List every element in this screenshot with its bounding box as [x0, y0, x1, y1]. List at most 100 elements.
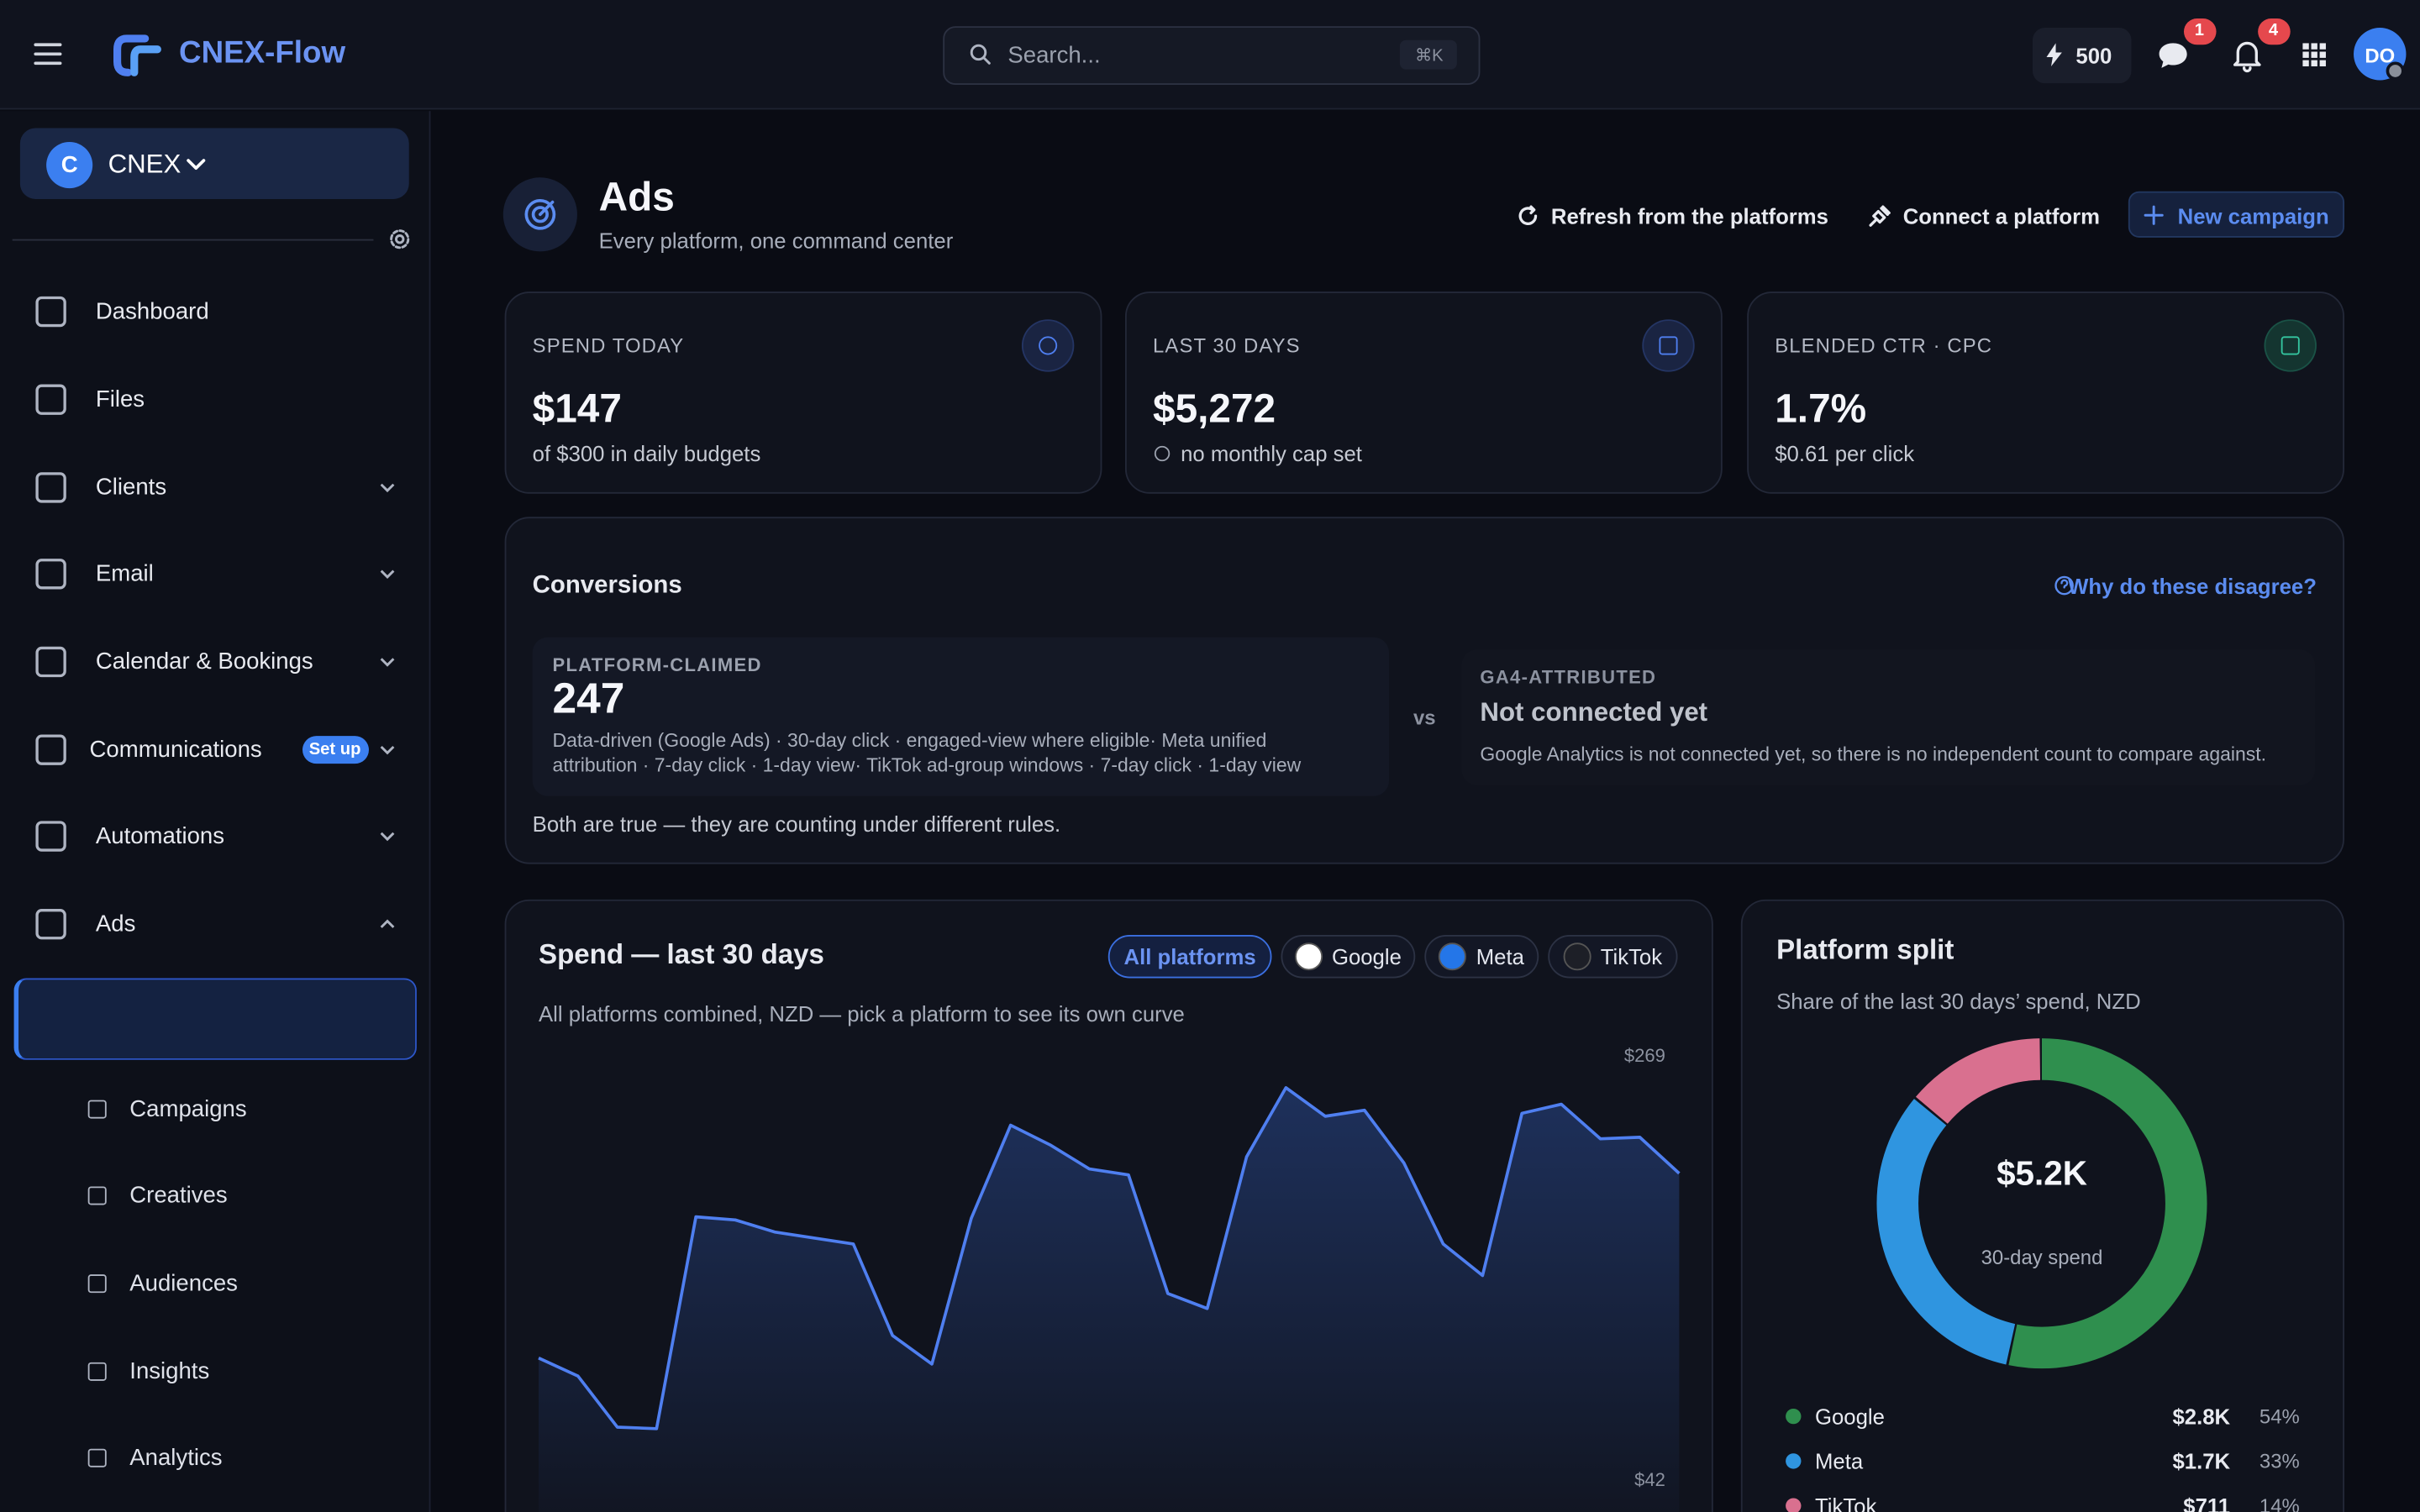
chevron[interactable]	[380, 657, 395, 667]
nav-item[interactable]: Files	[95, 386, 145, 413]
nav-item[interactable]: Clients	[95, 474, 167, 501]
nav-icon-shape	[35, 384, 66, 415]
nav-icon	[35, 821, 66, 852]
nav-icon-shape	[35, 734, 66, 765]
search-box[interactable]	[943, 26, 1481, 86]
ga4-box	[1461, 649, 2316, 785]
filter-chip[interactable]: TikTok	[1548, 935, 1678, 979]
apps-icon[interactable]	[2302, 43, 2326, 66]
chevron-path	[380, 832, 395, 842]
subnav-icon	[87, 1186, 107, 1205]
nav-icon-shape	[35, 472, 66, 503]
nav-item[interactable]: Dashboard	[95, 298, 209, 325]
stat-label: LAST 30 DAYS	[1153, 333, 1301, 358]
nav-icon-shape	[35, 909, 66, 940]
stat-icon	[1642, 319, 1695, 372]
conversions-title: Conversions	[532, 572, 682, 599]
stat-label: SPEND TODAY	[532, 333, 685, 358]
stat-label: BLENDED CTR · CPC	[1775, 333, 1993, 358]
conversions-panel	[504, 517, 2345, 864]
filter-chip[interactable]: Meta	[1424, 935, 1539, 979]
chevron[interactable]	[380, 483, 395, 493]
chevron-path	[380, 745, 395, 755]
chevron[interactable]	[380, 570, 395, 580]
chevron-path	[380, 919, 395, 928]
line	[538, 1086, 1681, 1431]
conversions-footer: Both are true — they are counting under …	[532, 811, 1061, 837]
chevron[interactable]	[380, 745, 395, 755]
legend-share: 14%	[2259, 1494, 2300, 1512]
messages-badge: 1	[2194, 21, 2204, 40]
stat-value: 1.7%	[1775, 385, 1867, 432]
claimed-label: PLATFORM-CLAIMED	[552, 654, 762, 676]
filter-chip[interactable]: Google	[1281, 935, 1416, 979]
chevron-path	[380, 658, 395, 667]
legend-dot	[1786, 1498, 1802, 1512]
menu-icon[interactable]	[34, 43, 62, 66]
subnav-icon	[87, 1100, 107, 1119]
nav-item[interactable]: Communications	[89, 737, 262, 764]
legend-dot	[1786, 1408, 1802, 1425]
subnav-item[interactable]: Insights	[129, 1358, 210, 1385]
brand-logo[interactable]	[113, 34, 164, 76]
nav-item[interactable]: Calendar & Bookings	[95, 648, 313, 675]
legend-dot	[1786, 1453, 1802, 1469]
legend-amount: $2.8K	[2172, 1404, 2231, 1429]
filter-label: Google	[1331, 944, 1402, 969]
ga4-label: GA4-ATTRIBUTED	[1480, 666, 1657, 689]
connect-button[interactable]: Connect a platform	[1902, 203, 2101, 228]
nav-item[interactable]: Automations	[95, 822, 225, 850]
shortcut-key	[1399, 39, 1457, 70]
subnav-item[interactable]: Campaigns	[129, 1096, 247, 1123]
legend-name: TikTok	[1815, 1493, 1877, 1512]
settings-icon[interactable]	[389, 228, 411, 250]
subnav-item[interactable]: Creatives	[129, 1182, 228, 1210]
workspace-name: CNEX	[108, 150, 182, 180]
workspace-avatar	[46, 141, 93, 189]
subnav-item[interactable]: Audiences	[129, 1270, 238, 1297]
y-tick-label: $269	[1624, 1045, 1665, 1066]
search-icon	[970, 44, 991, 65]
spend-chart: $269 $42	[538, 1045, 1681, 1512]
info-icon	[1154, 445, 1171, 462]
stat-icon-glyph	[1039, 336, 1058, 355]
nav-item[interactable]: Email	[95, 560, 154, 587]
nav-icon	[35, 472, 66, 503]
help-link[interactable]: Why do these disagree?	[2068, 574, 2317, 599]
nav-item[interactable]: Ads	[95, 911, 136, 937]
page-subtitle: Every platform, one command center	[598, 228, 954, 254]
subnav-icon	[87, 1448, 107, 1467]
stat-note: no monthly cap set	[1181, 441, 1362, 466]
claimed-box	[532, 637, 1390, 796]
filter-chip[interactable]: All platforms	[1107, 935, 1272, 979]
nav-icon-shape	[35, 646, 66, 678]
nav-icon	[35, 296, 66, 328]
chevron[interactable]	[380, 832, 395, 842]
brand-name[interactable]: CNEX-Flow	[179, 36, 346, 71]
platform-dot	[1294, 942, 1323, 971]
stat-value: $147	[532, 385, 622, 432]
nav-icon	[35, 646, 66, 678]
subnav-item[interactable]: Analytics	[129, 1445, 223, 1472]
divider	[12, 239, 374, 241]
new-campaign-button[interactable]	[2128, 191, 2345, 238]
nav-icon	[35, 559, 66, 590]
split-title: Platform split	[1776, 934, 1954, 965]
donut-chart	[1876, 1038, 2207, 1369]
plug-icon	[1869, 205, 1891, 227]
chevron[interactable]	[380, 919, 395, 929]
stat-icon-glyph	[2281, 336, 2300, 355]
refresh-button[interactable]: Refresh from the platforms	[1550, 203, 1828, 228]
stat-icon	[2264, 319, 2317, 372]
legend-amount: $711	[2183, 1493, 2231, 1512]
split-subtitle: Share of the last 30 days’ spend, NZD	[1776, 989, 2141, 1014]
search-placeholder: Search...	[1007, 42, 1101, 69]
legend-name: Google	[1815, 1404, 1885, 1429]
bell-icon[interactable]	[2230, 39, 2264, 73]
donut-segment	[1876, 1038, 2207, 1369]
setup-badge[interactable]	[302, 736, 369, 764]
plus-icon	[2144, 205, 2164, 225]
chat-icon[interactable]	[2156, 40, 2190, 71]
chevron-path	[380, 570, 395, 580]
